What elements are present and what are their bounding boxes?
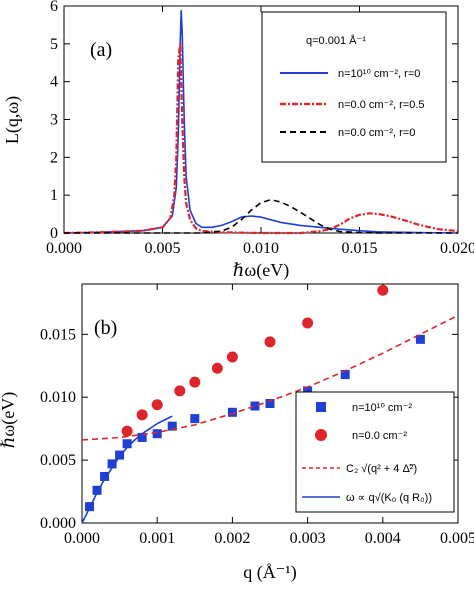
panel-b-label: (b) [94,317,117,339]
legend-b-circle-marker [315,429,327,441]
x-tick-label: 0.020 [440,240,474,257]
series-line-a-2 [64,198,458,234]
y-tick-label: 0.010 [40,389,76,406]
legend-a-label-2: n=0.0 cm⁻², r=0.5 [338,99,425,111]
legend-b-label-1: n=10¹⁰ cm⁻² [352,402,412,414]
x-tick-label: 0.003 [290,530,326,547]
x-tick-label: 0.001 [139,530,175,547]
data-point-square [190,414,200,424]
data-point-circle [174,385,186,397]
data-point-square [107,459,117,469]
panel-a-series [63,9,459,235]
data-point-square [415,334,425,344]
legend-b-square-marker [316,402,326,412]
panel-a-legend-box [261,11,447,163]
panel-b-series [81,284,459,524]
data-point-circle [226,351,238,363]
legend-b-label-4: ω ∝ q√(K₀ (q R₀)) [346,492,432,504]
legend-b-label-2: n=0.0 cm⁻² [352,430,407,442]
series-line-a-0 [63,9,459,234]
data-point-circle [264,336,276,348]
x-tick-label: 0.005 [440,530,474,547]
y-tick-label: 6 [50,0,58,15]
panel-a-x-tick-labels: 0.000 0.005 0.010 0.015 0.020 [46,240,474,257]
data-point-square [340,370,350,380]
y-tick-label: 0.015 [40,326,76,343]
data-point-circle [136,409,148,421]
data-point-circle [121,425,133,437]
data-point-square [92,485,102,495]
panel-b-y-axis-title: ℏω(eV) [0,392,19,448]
panel-b: 0.000 0.001 0.002 0.003 0.004 0.005 0.0000.00… [0,283,474,583]
y-tick-label: 2 [50,149,58,166]
panel-a-x-axis-title: ℏω(eV) [233,260,289,281]
series-line-a-1 [63,42,459,235]
data-point-circle [151,399,163,411]
panel-b-x-axis-title: q (Å⁻¹) [243,562,296,583]
x-tick-label: 0.005 [145,240,181,257]
panel-a-y-tick-labels: 0 1 2 3 4 5 6 [50,0,58,242]
series-line-b-3 [81,415,173,524]
data-point-square [250,401,260,411]
data-point-square [100,471,110,481]
panel-a: 0.000 0.005 0.010 0.015 0.020 0 1 2 3 4 5 6 (a) ℏω… [2,0,474,281]
panel-a-legend-title: q=0.001 Å⁻¹ [306,34,366,47]
panel-b-legend: n=10¹⁰ cm⁻² n=0.0 cm⁻² C₂ √(q² + 4 Δ̃²) … [295,391,455,513]
series-line-b-2 [81,314,459,441]
y-tick-label: 0.005 [40,452,76,469]
x-tick-label: 0.010 [243,240,279,257]
data-point-circle [211,362,223,374]
x-tick-label: 0.000 [64,530,100,547]
y-tick-label: 4 [50,74,58,91]
y-tick-label: 5 [50,36,58,53]
x-tick-label: 0.002 [214,530,250,547]
data-point-square [303,386,313,396]
legend-a-label-1: n=10¹⁰ cm⁻², r=0 [338,68,420,80]
panel-b-x-tick-labels: 0.000 0.001 0.002 0.003 0.004 0.005 [64,530,474,547]
x-tick-label: 0.000 [46,240,82,257]
legend-a-label-3: n=0.0 cm⁻², r=0 [338,127,415,139]
data-point-square [122,439,132,449]
data-point-circle [302,317,314,329]
x-tick-label: 0.004 [365,530,401,547]
legend-b-label-3: C₂ √(q² + 4 Δ̃²) [346,463,417,475]
data-point-square [152,429,162,439]
panel-a-y-axis-title: L(q,ω) [2,96,23,144]
y-tick-label: 0.000 [40,515,76,532]
panel-a-label: (a) [90,39,112,61]
data-point-circle [189,376,201,388]
data-point-square [265,399,275,408]
panel-b-frame [81,283,459,524]
x-tick-label: 0.015 [342,240,378,257]
y-tick-label: 3 [50,112,58,129]
panel-b-y-tick-labels: 0.000 0.005 0.010 0.015 [40,326,76,532]
panel-a-legend: q=0.001 Å⁻¹ n=10¹⁰ cm⁻², r=0 n=0.0 cm⁻²,… [261,11,447,163]
data-point-square [227,407,237,417]
data-point-square [167,421,177,431]
y-tick-label: 1 [50,187,58,204]
y-tick-label: 0 [50,225,58,242]
data-point-square [137,432,147,442]
data-point-circle [377,284,389,296]
